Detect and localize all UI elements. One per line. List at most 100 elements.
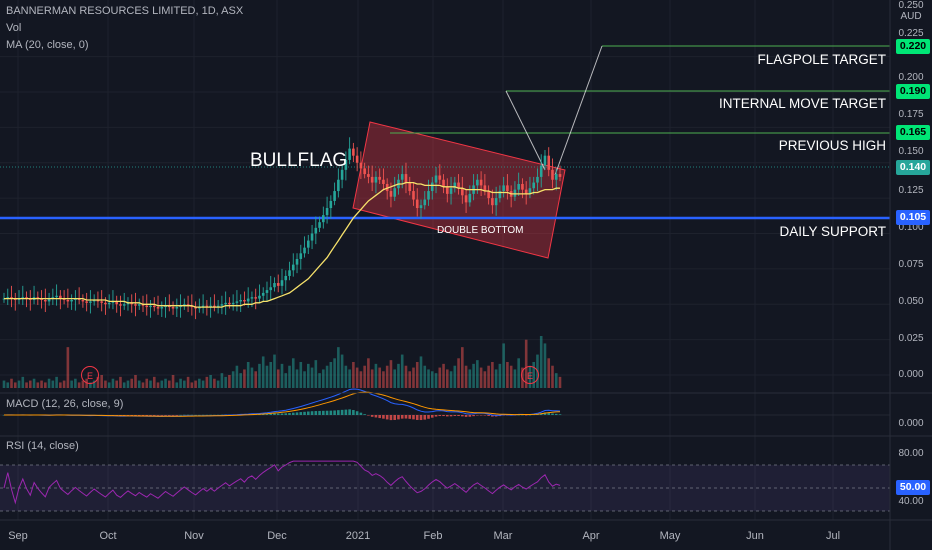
macd-histogram-bar	[400, 415, 404, 419]
volume-bar	[472, 363, 475, 388]
volume-bar	[145, 378, 149, 388]
macd-histogram-bar	[479, 415, 483, 416]
price-tag-internal-move: 0.190	[896, 84, 930, 99]
volume-bar	[149, 380, 152, 388]
volume-bar	[141, 382, 145, 388]
rsi-legend[interactable]: RSI (14, close)	[6, 440, 79, 452]
volume-bar	[156, 382, 160, 388]
candle-body	[201, 305, 205, 308]
macd-histogram-bar	[288, 413, 291, 415]
candle-body	[107, 302, 111, 305]
candle-body	[194, 307, 197, 309]
candle-body	[370, 176, 374, 183]
macd-histogram-bar	[141, 415, 145, 416]
rsi-current-tag: 50.00	[896, 480, 930, 495]
macd-legend[interactable]: MACD (12, 26, close, 9)	[6, 398, 124, 410]
macd-histogram-bar	[318, 410, 321, 415]
time-tick: May	[659, 530, 681, 542]
macd-histogram-bar	[352, 410, 355, 415]
earnings-badge[interactable]: E	[521, 366, 539, 384]
time-tick: Jun	[746, 530, 764, 542]
candle-body	[21, 297, 25, 299]
macd-histogram-bar	[415, 415, 419, 420]
volume-bar	[314, 360, 318, 388]
candle-body	[209, 305, 212, 308]
volume-bar	[524, 339, 528, 388]
candle-body	[152, 305, 156, 308]
macd-histogram-bar	[269, 413, 273, 415]
candle-body	[28, 298, 32, 301]
volume-bar	[438, 367, 442, 388]
candle-body	[389, 191, 393, 197]
volume-bar	[261, 356, 265, 388]
volume-bar	[295, 369, 299, 388]
ma-legend[interactable]: MA (20, close, 0)	[6, 39, 89, 51]
candle-body	[288, 270, 291, 276]
volume-bar	[322, 369, 325, 388]
volume-bar	[51, 380, 55, 388]
macd-histogram-bar	[145, 415, 149, 416]
macd-histogram-bar	[325, 410, 329, 415]
candle-body	[235, 301, 239, 303]
volume-bar	[318, 373, 321, 388]
macd-histogram-bar	[442, 415, 445, 417]
candle-body	[261, 292, 265, 296]
daily-support-label: DAILY SUPPORT	[779, 224, 886, 239]
volume-bar	[28, 380, 32, 388]
candle-body	[340, 169, 344, 180]
candle-body	[558, 174, 562, 177]
time-tick: Sep	[8, 530, 28, 542]
candle-body	[476, 179, 479, 186]
candle-body	[355, 155, 359, 163]
candle-body	[254, 297, 258, 299]
volume-legend[interactable]: Vol	[6, 22, 22, 34]
candle-body	[337, 179, 340, 192]
macd-histogram-bar	[476, 415, 479, 416]
macd-histogram-bar	[167, 415, 171, 416]
time-tick: Mar	[493, 530, 513, 542]
candle-body	[352, 148, 355, 156]
candle-body	[517, 183, 520, 190]
symbol-title[interactable]: BANNERMAN RESOURCES LIMITED, 1D, ASX	[6, 5, 244, 17]
volume-bar	[100, 375, 103, 388]
volume-bar	[276, 369, 280, 388]
candle-body	[554, 174, 558, 180]
volume-bar	[506, 362, 509, 388]
candle-body	[145, 305, 149, 308]
macd-histogram-bar	[408, 415, 412, 419]
volume-bar	[220, 373, 224, 388]
earnings-badge[interactable]: E	[81, 366, 99, 384]
volume-bar	[137, 380, 141, 388]
macd-histogram-bar	[276, 413, 280, 415]
candle-body	[284, 275, 288, 281]
candle-body	[363, 168, 366, 175]
candle-body	[280, 280, 284, 286]
price-tick: 0.175	[898, 109, 924, 120]
volume-bar	[393, 369, 397, 388]
candle-body	[6, 297, 10, 299]
macd-histogram-bar	[175, 415, 179, 416]
volume-bar	[183, 380, 186, 388]
volume-bar	[400, 354, 404, 388]
candle-body	[115, 301, 119, 305]
rsi-pane	[0, 460, 890, 512]
volume-bar	[186, 376, 190, 388]
candle-body	[122, 304, 126, 306]
macd-histogram-bar	[363, 414, 366, 415]
candle-body	[160, 307, 164, 309]
candle-body	[434, 175, 438, 183]
volume-bar	[397, 363, 400, 388]
candle-body	[198, 307, 201, 309]
macd-histogram-bar	[329, 410, 333, 415]
candle-body	[273, 283, 276, 288]
internal-move-projection-line	[505, 90, 546, 171]
macd-histogram-bar	[543, 412, 547, 415]
candle-body	[85, 301, 88, 303]
candle-body	[246, 298, 250, 302]
candle-body	[291, 264, 295, 271]
candle-body	[487, 191, 490, 199]
volume-bar	[370, 369, 374, 388]
candle-body	[367, 174, 370, 177]
candle-body	[419, 205, 423, 209]
